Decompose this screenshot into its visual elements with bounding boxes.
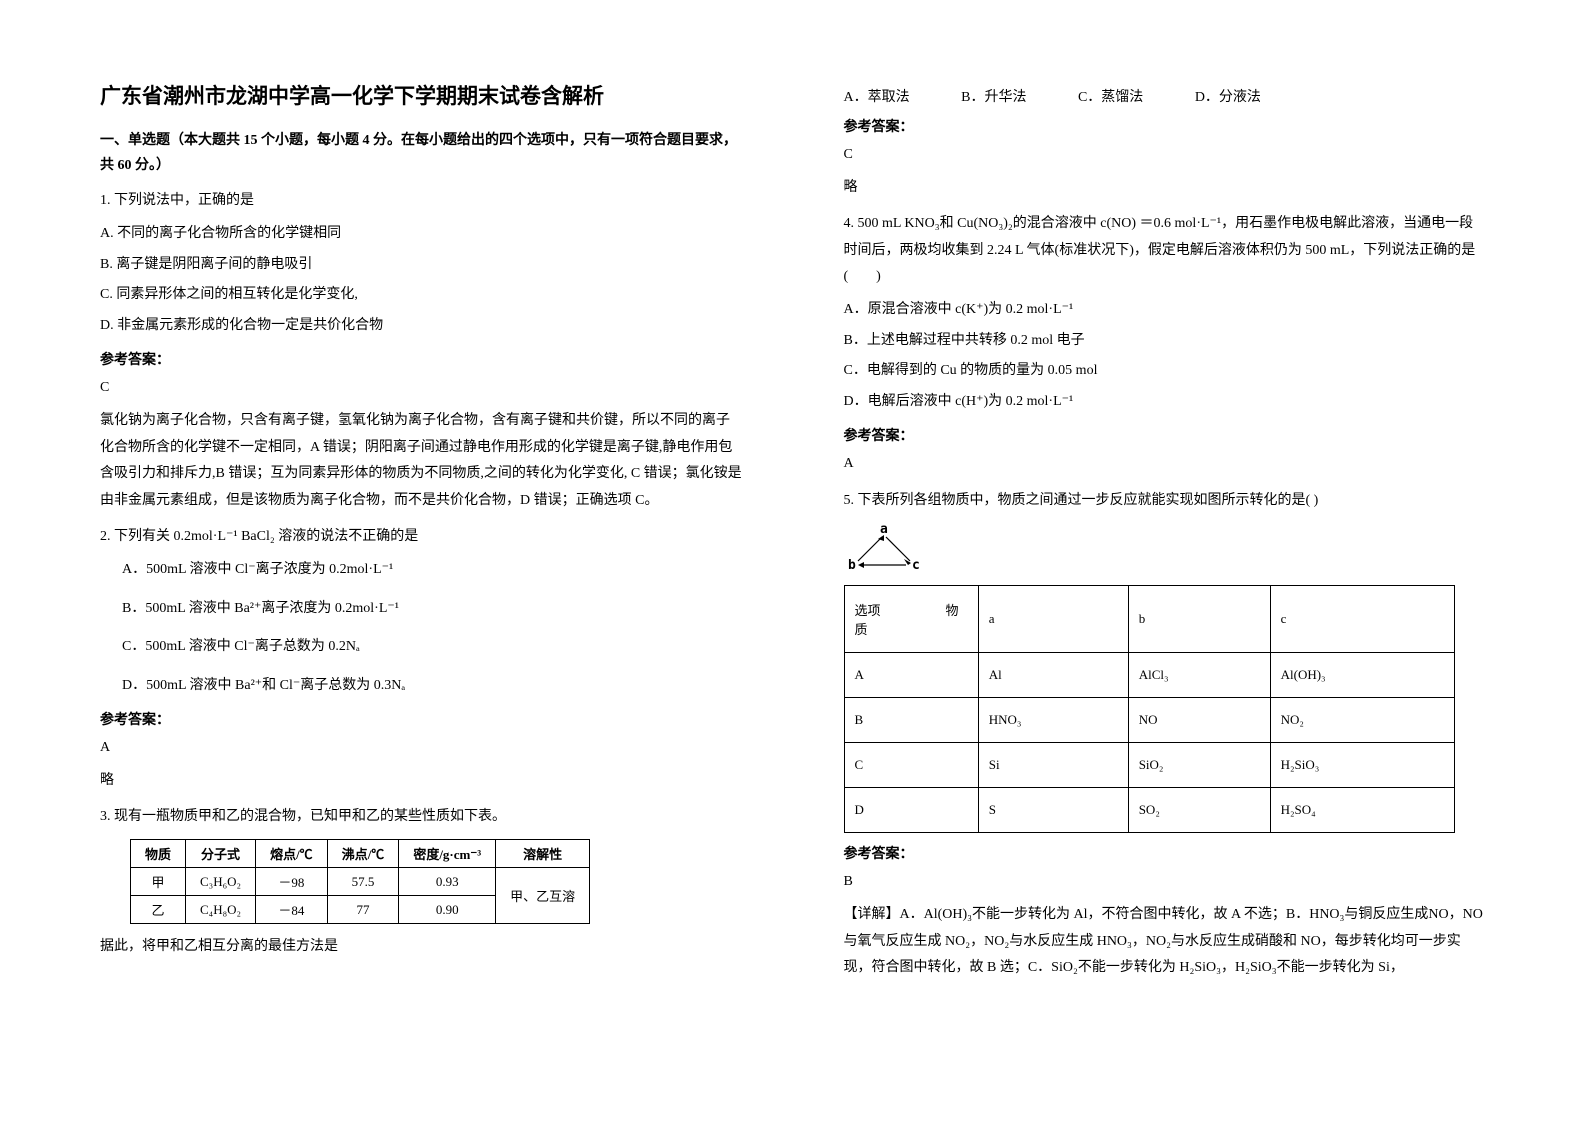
q1-opt-a: A. 不同的离子化合物所含的化学键相同 [100, 221, 744, 248]
q1-answer: C [100, 375, 744, 402]
td: 0.93 [399, 868, 496, 896]
q1-answer-label: 参考答案： [100, 349, 744, 369]
th: 选项 物质 [844, 586, 978, 653]
q5-diagram: a b c [844, 521, 1488, 576]
q4-answer-label: 参考答案： [844, 425, 1488, 445]
section-head: 一、单选题（本大题共 15 个小题，每小题 4 分。在每小题给出的四个选项中，只… [100, 128, 744, 178]
q3-略: 略 [844, 175, 1488, 202]
svg-text:a: a [880, 522, 888, 537]
q1-explain: 氯化钠为离子化合物，只含有离子键，氢氧化钠为离子化合物，含有离子键和共价键，所以… [100, 408, 744, 514]
table-row: C Si SiO₂ H₂SiO₃ [844, 743, 1454, 788]
q3-stem: 3. 现有一瓶物质甲和乙的混合物，已知甲和乙的某些性质如下表。 [100, 804, 744, 831]
q2-opt-c: C．500mL 溶液中 Cl⁻离子总数为 0.2Nₐ [122, 634, 744, 661]
th: 沸点/℃ [327, 840, 399, 868]
table-row: A Al AlCl₃ Al(OH)₃ [844, 653, 1454, 698]
q2-略: 略 [100, 768, 744, 795]
td: 77 [327, 896, 399, 924]
q5-answer: B [844, 869, 1488, 896]
td: H₂SO₄ [1270, 788, 1454, 833]
td: HNO₃ [978, 698, 1128, 743]
th: a [978, 586, 1128, 653]
q5-answer-label: 参考答案： [844, 843, 1488, 863]
q4-opt-c: C．电解得到的 Cu 的物质的量为 0.05 mol [844, 358, 1488, 385]
svg-text:b: b [848, 558, 856, 571]
q4-stem: 4. 500 mL KNO₃和 Cu(NO₃)₂的混合溶液中 c(NO) ＝0.… [844, 211, 1488, 291]
q1-opt-c: C. 同素异形体之间的相互转化是化学变化, [100, 282, 744, 309]
td: 57.5 [327, 868, 399, 896]
q3-opt-d: D．分液法 [1195, 86, 1261, 106]
svg-text:c: c [912, 558, 920, 571]
q3-opt-b: B．升华法 [961, 86, 1026, 106]
q5-explain: 【详解】A．Al(OH)₃不能一步转化为 Al，不符合图中转化，故 A 不选；B… [844, 902, 1488, 982]
q4-opt-d: D．电解后溶液中 c(H⁺)为 0.2 mol·L⁻¹ [844, 389, 1488, 416]
td: －84 [256, 896, 328, 924]
q4-answer: A [844, 451, 1488, 478]
q4-opt-b: B．上述电解过程中共转移 0.2 mol 电子 [844, 328, 1488, 355]
th: 密度/g·cm⁻³ [399, 840, 496, 868]
q5-table: 选项 物质 a b c A Al AlCl₃ Al(OH)₃ B HNO₃ NO… [844, 585, 1455, 833]
td: 乙 [131, 896, 186, 924]
td: 0.90 [399, 896, 496, 924]
td: Al(OH)₃ [1270, 653, 1454, 698]
td: H₂SiO₃ [1270, 743, 1454, 788]
q3-answer-label: 参考答案： [844, 116, 1488, 136]
right-column: A．萃取法 B．升华法 C．蒸馏法 D．分液法 参考答案： C 略 4. 500… [794, 0, 1587, 1122]
q2-stem: 2. 下列有关 0.2mol·L⁻¹ BaCl₂ 溶液的说法不正确的是 [100, 524, 744, 551]
q2-answer: A [100, 735, 744, 762]
th: 物质 [131, 840, 186, 868]
td: 甲 [131, 868, 186, 896]
td: －98 [256, 868, 328, 896]
table-row: 甲 C₃H₆O₂ －98 57.5 0.93 甲、乙互溶 [131, 868, 590, 896]
q2-answer-label: 参考答案： [100, 709, 744, 729]
th: b [1128, 586, 1270, 653]
q1-opt-b: B. 离子键是阴阳离子间的静电吸引 [100, 252, 744, 279]
q3-after: 据此，将甲和乙相互分离的最佳方法是 [100, 934, 744, 961]
td-merge: 甲、乙互溶 [496, 868, 590, 924]
q4-opt-a: A．原混合溶液中 c(K⁺)为 0.2 mol·L⁻¹ [844, 297, 1488, 324]
table-row: 选项 物质 a b c [844, 586, 1454, 653]
th: c [1270, 586, 1454, 653]
th: 熔点/℃ [256, 840, 328, 868]
th: 分子式 [186, 840, 256, 868]
td: C [844, 743, 978, 788]
td: C₄H₈O₂ [186, 896, 256, 924]
td: D [844, 788, 978, 833]
q1-opt-d: D. 非金属元素形成的化合物一定是共价化合物 [100, 313, 744, 340]
td: C₃H₆O₂ [186, 868, 256, 896]
table-row: D S SO₂ H₂SO₄ [844, 788, 1454, 833]
table-row: 物质 分子式 熔点/℃ 沸点/℃ 密度/g·cm⁻³ 溶解性 [131, 840, 590, 868]
q3-opts: A．萃取法 B．升华法 C．蒸馏法 D．分液法 [844, 86, 1488, 106]
q5-stem: 5. 下表所列各组物质中，物质之间通过一步反应就能实现如图所示转化的是( ) [844, 488, 1488, 515]
td: NO [1128, 698, 1270, 743]
th: 溶解性 [496, 840, 590, 868]
td: B [844, 698, 978, 743]
td: SO₂ [1128, 788, 1270, 833]
td: Al [978, 653, 1128, 698]
q2-opt-b: B．500mL 溶液中 Ba²⁺离子浓度为 0.2mol·L⁻¹ [122, 596, 744, 623]
q3-opt-a: A．萃取法 [844, 86, 910, 106]
q2-opt-a: A．500mL 溶液中 Cl⁻离子浓度为 0.2mol·L⁻¹ [122, 557, 744, 584]
q1-stem: 1. 下列说法中，正确的是 [100, 188, 744, 215]
left-column: 广东省潮州市龙湖中学高一化学下学期期末试卷含解析 一、单选题（本大题共 15 个… [0, 0, 794, 1122]
triangle-diagram-svg: a b c [844, 521, 924, 571]
td: A [844, 653, 978, 698]
td: SiO₂ [1128, 743, 1270, 788]
q3-table: 物质 分子式 熔点/℃ 沸点/℃ 密度/g·cm⁻³ 溶解性 甲 C₃H₆O₂ … [130, 839, 590, 924]
table-row: B HNO₃ NO NO₂ [844, 698, 1454, 743]
td: S [978, 788, 1128, 833]
td: NO₂ [1270, 698, 1454, 743]
td: Si [978, 743, 1128, 788]
td: AlCl₃ [1128, 653, 1270, 698]
q3-answer: C [844, 142, 1488, 169]
q3-opt-c: C．蒸馏法 [1078, 86, 1143, 106]
page-title: 广东省潮州市龙湖中学高一化学下学期期末试卷含解析 [100, 80, 744, 110]
q2-opt-d: D．500mL 溶液中 Ba²⁺和 Cl⁻离子总数为 0.3Nₐ [122, 673, 744, 700]
